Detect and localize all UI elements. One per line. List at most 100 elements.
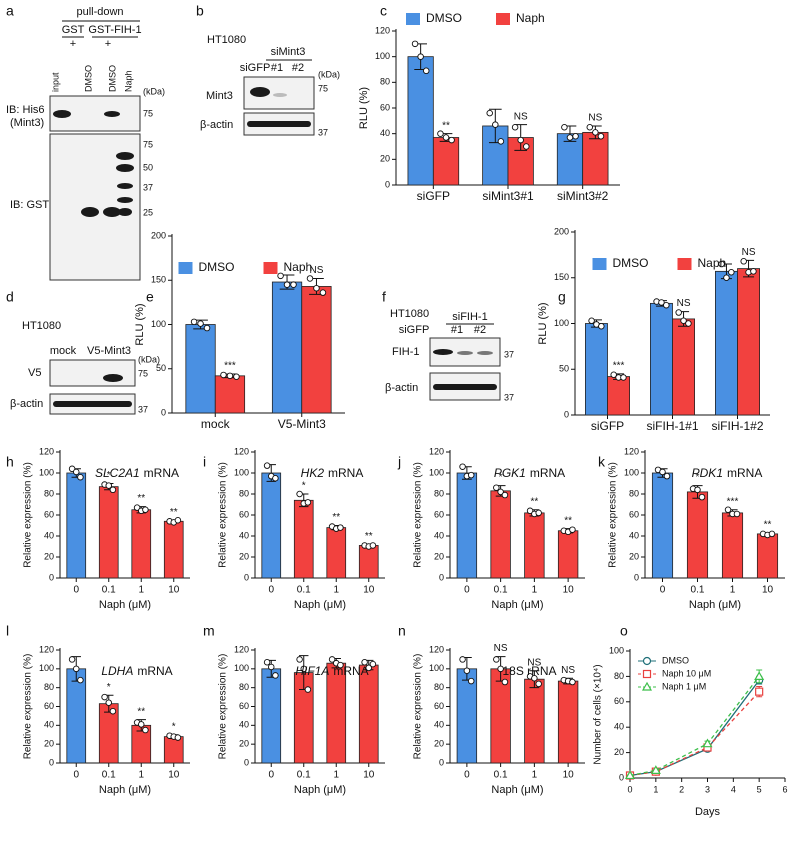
x-tick-label: 0 bbox=[464, 770, 470, 781]
significance-label: NS bbox=[494, 643, 508, 654]
panel-label: l bbox=[6, 623, 9, 639]
y-tick-label: 40 bbox=[239, 530, 249, 540]
y-axis-label: Relative expression (%) bbox=[23, 462, 34, 568]
x-axis-label: Naph (μM) bbox=[294, 599, 346, 611]
x-axis-label: Naph (μM) bbox=[689, 599, 741, 611]
y-tick-label: 40 bbox=[44, 720, 54, 730]
x-axis-label: Naph (μM) bbox=[294, 784, 346, 796]
band bbox=[116, 152, 134, 160]
replicate-dot bbox=[105, 699, 112, 706]
y-tick-label: 200 bbox=[151, 230, 166, 240]
y-axis-label: Relative expression (%) bbox=[608, 462, 619, 568]
bar bbox=[456, 472, 478, 579]
significance-label: ** bbox=[137, 493, 145, 504]
bar bbox=[490, 490, 511, 579]
y-tick-label: 100 bbox=[624, 467, 639, 477]
x-tick-label: 0.1 bbox=[102, 585, 116, 596]
replicate-dot bbox=[523, 143, 530, 150]
y-axis-label: RLU (%) bbox=[537, 302, 549, 344]
y-tick-label: 0 bbox=[619, 772, 624, 782]
marker bbox=[702, 738, 713, 748]
y-tick-label: 20 bbox=[434, 551, 444, 561]
y-axis-label: Relative expression (%) bbox=[413, 654, 424, 760]
y-tick-label: 60 bbox=[629, 509, 639, 519]
chart-title: 18S rRNA bbox=[502, 664, 556, 678]
title-text: mRNA bbox=[333, 664, 368, 678]
x-tick-label: 1 bbox=[138, 585, 144, 596]
significance-label: * bbox=[107, 470, 111, 481]
y-tick-label: 20 bbox=[380, 154, 390, 164]
y-tick-label: 120 bbox=[234, 446, 249, 456]
blot-text: (Mint3) bbox=[10, 117, 44, 129]
y-tick-label: 0 bbox=[244, 757, 249, 767]
replicate-dot bbox=[142, 506, 149, 514]
significance-label: * bbox=[499, 472, 503, 483]
replicate-dot bbox=[658, 299, 665, 306]
panel-label: e bbox=[146, 289, 154, 305]
replicate-dot bbox=[72, 468, 80, 476]
replicate-dot bbox=[675, 309, 682, 316]
replicate-dot bbox=[72, 665, 80, 673]
bar bbox=[686, 491, 709, 579]
y-tick-label: 60 bbox=[434, 701, 444, 711]
title-gene: PDK1 bbox=[692, 466, 723, 480]
x-tick-label: 0 bbox=[660, 585, 666, 596]
blot-text: #2 bbox=[474, 324, 486, 336]
bar bbox=[98, 486, 119, 579]
blot-text: HT1080 bbox=[390, 308, 429, 320]
replicate-dot bbox=[492, 121, 499, 128]
title-text: mRNA bbox=[727, 466, 762, 480]
panel-label: j bbox=[397, 454, 401, 470]
blot-panel-b: b HT1080 siMint3 siGFP #1 #2 Mint3 (kDa)… bbox=[196, 3, 340, 138]
replicate-dot bbox=[501, 491, 509, 499]
blot-text: HT1080 bbox=[22, 320, 61, 332]
significance-label: ** bbox=[137, 706, 145, 717]
replicate-dot bbox=[437, 130, 444, 137]
bar bbox=[301, 286, 332, 414]
blot-text: + bbox=[70, 38, 76, 50]
bar bbox=[66, 668, 87, 764]
title-gene: HIF1A bbox=[295, 664, 329, 678]
chart-title: LDHA mRNA bbox=[101, 664, 172, 678]
lane-label: DMSO bbox=[107, 65, 117, 92]
bar bbox=[326, 527, 347, 579]
blot-text: #2 bbox=[292, 62, 304, 74]
y-axis-label: Relative expression (%) bbox=[218, 654, 229, 760]
replicate-dot bbox=[459, 463, 466, 470]
marker bbox=[624, 770, 636, 780]
chart-title: HIF1A mRNA bbox=[295, 664, 368, 678]
blot-text: pull-down bbox=[76, 6, 123, 18]
x-tick-label: 1 bbox=[333, 770, 339, 781]
bar bbox=[556, 133, 584, 186]
significance-label: NS bbox=[561, 665, 575, 676]
chart-title: HK2 mRNA bbox=[301, 466, 364, 480]
y-axis-label: Relative expression (%) bbox=[23, 654, 34, 760]
significance-label: ** bbox=[332, 512, 340, 523]
x-tick-label: 10 bbox=[563, 770, 575, 781]
replicate-dot bbox=[620, 374, 627, 381]
chart-panel: g 0 50 100 150 200 RLU (%) siGFP *** siFIH-1#1 NS s… bbox=[537, 226, 770, 433]
replicate-dot bbox=[369, 542, 377, 549]
bar bbox=[261, 668, 282, 764]
x-axis-label: Naph (μM) bbox=[491, 784, 543, 796]
y-tick-label: 40 bbox=[434, 530, 444, 540]
y-tick-label: 40 bbox=[614, 722, 624, 732]
band bbox=[118, 208, 132, 216]
blot-text: 37 bbox=[504, 349, 514, 359]
replicate-dot bbox=[263, 658, 271, 666]
replicate-dot bbox=[369, 660, 377, 668]
replicate-dot bbox=[586, 123, 594, 131]
y-tick-label: 100 bbox=[234, 663, 249, 673]
replicate-dot bbox=[313, 284, 320, 292]
marker bbox=[642, 656, 652, 666]
bar bbox=[66, 472, 87, 579]
replicate-dot bbox=[296, 490, 303, 498]
blot-panel-d: d HT1080 mock V5-Mint3 V5 (kDa) 75 β-act… bbox=[6, 289, 160, 415]
y-tick-label: 80 bbox=[614, 671, 624, 681]
replicate-dot bbox=[337, 524, 344, 531]
x-tick-label: 1 bbox=[138, 770, 144, 781]
blot-text: 50 bbox=[143, 162, 153, 172]
y-tick-label: 40 bbox=[239, 720, 249, 730]
replicate-dot bbox=[685, 320, 692, 327]
